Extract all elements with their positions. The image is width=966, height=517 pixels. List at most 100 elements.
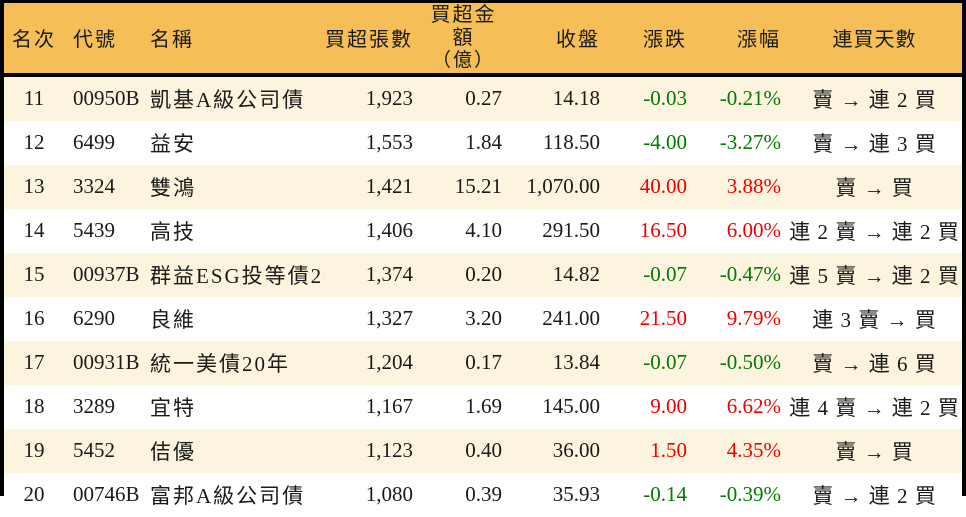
cell-change: 21.50 xyxy=(639,306,687,331)
cell-name: 宜特 xyxy=(150,395,196,420)
col-header-close: 收盤 xyxy=(507,3,605,77)
cell-streak: 連 5 賣 → 連 2 買 xyxy=(789,263,960,288)
cell-change: 40.00 xyxy=(639,174,687,199)
cell-amount: 1.69 xyxy=(465,394,502,419)
cell-volume: 1,123 xyxy=(365,438,413,463)
cell-rank: 18 xyxy=(23,394,45,419)
cell-volume: 1,204 xyxy=(365,350,413,375)
cell-rank: 16 xyxy=(23,306,45,331)
table-row: 18 3289 宜特 1,167 1.69 145.00 9.00 6.62% … xyxy=(4,384,962,429)
table-row: 19 5452 佶優 1,123 0.40 36.00 1.50 4.35% 賣… xyxy=(4,428,962,473)
cell-close: 1,070.00 xyxy=(526,174,601,199)
cell-amount: 4.10 xyxy=(465,218,502,243)
cell-volume: 1,374 xyxy=(365,262,413,287)
cell-rank: 20 xyxy=(23,482,45,507)
col-header-amount-line2: （億） xyxy=(431,50,495,71)
cell-rank: 11 xyxy=(23,86,45,111)
col-header-change: 漲跌 xyxy=(605,3,692,77)
cell-change: -0.07 xyxy=(643,262,687,287)
cell-close: 36.00 xyxy=(552,438,600,463)
cell-pct: -0.47% xyxy=(719,262,781,287)
cell-name: 統一美債20年 xyxy=(150,351,290,376)
table-body: 11 00950B 凱基A級公司債 1,923 0.27 14.18 -0.03… xyxy=(4,74,962,517)
cell-name: 群益ESG投等債20 xyxy=(150,263,324,288)
cell-close: 35.93 xyxy=(552,482,600,507)
table-header: 名次 代號 名稱 買超張數 買超金額 （億） 收盤 漲跌 漲幅 連買天數 xyxy=(4,3,962,77)
cell-close: 14.82 xyxy=(552,262,600,287)
cell-amount: 3.20 xyxy=(465,306,502,331)
cell-pct: 6.62% xyxy=(726,394,781,419)
table-row: 11 00950B 凱基A級公司債 1,923 0.27 14.18 -0.03… xyxy=(4,74,962,121)
cell-volume: 1,421 xyxy=(365,174,413,199)
cell-close: 145.00 xyxy=(542,394,600,419)
cell-close: 118.50 xyxy=(543,130,600,155)
cell-rank: 15 xyxy=(23,262,45,287)
col-header-pct: 漲幅 xyxy=(692,3,787,77)
cell-pct: 6.00% xyxy=(726,218,781,243)
table-row: 16 6290 良維 1,327 3.20 241.00 21.50 9.79%… xyxy=(4,296,962,341)
cell-close: 291.50 xyxy=(542,218,600,243)
cell-volume: 1,327 xyxy=(365,306,413,331)
cell-close: 241.00 xyxy=(542,306,600,331)
cell-pct: -0.50% xyxy=(719,350,781,375)
cell-change: -0.03 xyxy=(643,86,687,111)
cell-code: 5439 xyxy=(73,218,115,243)
cell-amount: 0.39 xyxy=(465,482,502,507)
cell-volume: 1,167 xyxy=(365,394,413,419)
cell-code: 00937B xyxy=(73,262,140,287)
cell-rank: 19 xyxy=(23,438,45,463)
cell-change: -0.07 xyxy=(643,350,687,375)
cell-name: 凱基A級公司債 xyxy=(150,87,306,112)
cell-close: 13.84 xyxy=(552,350,600,375)
cell-streak: 賣 → 連 3 買 xyxy=(812,131,937,156)
cell-streak: 賣 → 連 2 買 xyxy=(812,483,937,508)
cell-name: 良維 xyxy=(150,307,196,332)
col-header-code: 代號 xyxy=(64,3,146,77)
col-header-volume: 買超張數 xyxy=(324,3,419,77)
cell-pct: -0.39% xyxy=(719,482,781,507)
cell-rank: 14 xyxy=(23,218,45,243)
cell-pct: 9.79% xyxy=(726,306,781,331)
col-header-rank: 名次 xyxy=(4,3,64,77)
cell-code: 3324 xyxy=(73,174,115,199)
cell-volume: 1,923 xyxy=(365,86,413,111)
cell-amount: 0.20 xyxy=(465,262,502,287)
cell-amount: 0.27 xyxy=(465,86,502,111)
cell-code: 00746B xyxy=(73,482,140,507)
cell-name: 雙鴻 xyxy=(150,175,196,200)
header-row: 名次 代號 名稱 買超張數 買超金額 （億） 收盤 漲跌 漲幅 連買天數 xyxy=(4,3,962,77)
cell-name: 佶優 xyxy=(150,439,196,464)
cell-streak: 連 3 賣 → 買 xyxy=(812,307,937,332)
cell-code: 6499 xyxy=(73,130,115,155)
col-header-amount: 買超金額 （億） xyxy=(419,3,507,77)
table-row: 20 00746B 富邦A級公司債 1,080 0.39 35.93 -0.14… xyxy=(4,472,962,517)
cell-amount: 15.21 xyxy=(454,174,502,199)
cell-code: 00950B xyxy=(73,86,140,111)
cell-pct: -0.21% xyxy=(719,86,781,111)
cell-volume: 1,080 xyxy=(365,482,413,507)
cell-pct: -3.27% xyxy=(719,130,781,155)
cell-volume: 1,406 xyxy=(365,218,413,243)
cell-name: 富邦A級公司債 xyxy=(150,483,306,508)
cell-change: -0.14 xyxy=(643,482,687,507)
cell-streak: 連 2 賣 → 連 2 買 xyxy=(789,219,960,244)
cell-streak: 賣 → 連 6 買 xyxy=(812,351,937,376)
col-header-name: 名稱 xyxy=(146,3,324,77)
cell-change: -4.00 xyxy=(643,130,687,155)
cell-code: 3289 xyxy=(73,394,115,419)
cell-amount: 1.84 xyxy=(465,130,502,155)
cell-name: 高技 xyxy=(150,219,196,244)
cell-rank: 12 xyxy=(23,130,45,155)
cell-name: 益安 xyxy=(150,131,196,156)
table-row: 12 6499 益安 1,553 1.84 118.50 -4.00 -3.27… xyxy=(4,120,962,165)
cell-rank: 13 xyxy=(23,174,45,199)
cell-streak: 賣 → 買 xyxy=(835,439,914,464)
table-row: 14 5439 高技 1,406 4.10 291.50 16.50 6.00%… xyxy=(4,208,962,253)
cell-pct: 4.35% xyxy=(726,438,781,463)
cell-change: 9.00 xyxy=(650,394,687,419)
cell-change: 1.50 xyxy=(650,438,687,463)
col-header-streak: 連買天數 xyxy=(787,3,962,77)
table-row: 17 00931B 統一美債20年 1,204 0.17 13.84 -0.07… xyxy=(4,340,962,385)
cell-code: 5452 xyxy=(73,438,115,463)
